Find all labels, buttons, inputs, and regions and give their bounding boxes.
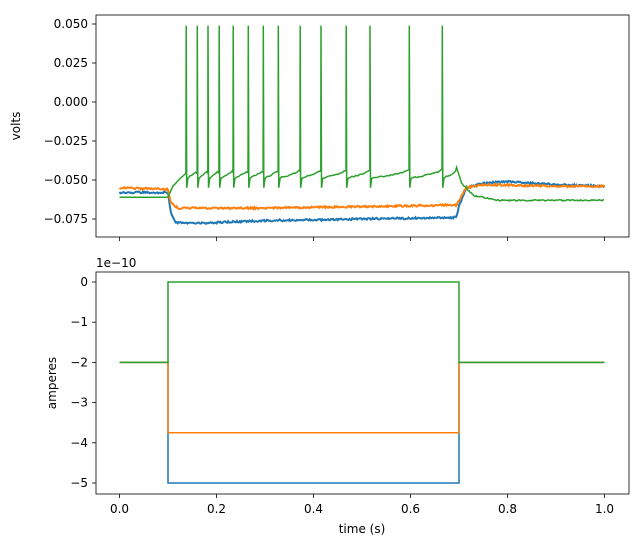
voltage-ytick-label: −0.075 (44, 212, 88, 226)
current-ylabel: amperes (45, 357, 59, 409)
voltage-trace-2 (120, 26, 605, 201)
voltage-axes-frame (96, 15, 629, 237)
voltage-ylabel: volts (9, 112, 23, 141)
current-xtick-label: 0.4 (304, 502, 323, 516)
voltage-ytick-label: 0.000 (54, 95, 88, 109)
voltage-trace-0 (120, 181, 605, 224)
current-xtick-label: 0.2 (207, 502, 226, 516)
current-trace-1 (120, 362, 605, 432)
voltage-trace-1 (120, 184, 605, 209)
current-axes: 0.0 0.2 0.4 0.6 0.8 1.0 0 −1 −2 −3 −4 −5 1e−10 ampe… (45, 256, 629, 536)
voltage-ytick-label: 0.050 (54, 17, 88, 31)
current-trace-2 (120, 282, 605, 362)
current-ytick-label: −2 (70, 355, 88, 369)
current-ytick-label: −1 (70, 315, 88, 329)
current-xtick-label: 1.0 (595, 502, 614, 516)
current-trace-0 (120, 362, 605, 483)
current-ytick-label: 0 (80, 275, 88, 289)
voltage-ytick-label: 0.025 (54, 56, 88, 70)
xlabel: time (s) (339, 522, 386, 536)
current-xtick-label: 0.0 (110, 502, 129, 516)
voltage-ytick-label: −0.025 (44, 134, 88, 148)
current-axes-frame (96, 272, 629, 494)
current-ytick-label: −3 (70, 396, 88, 410)
current-ytick-label: −5 (70, 476, 88, 490)
offset-text: 1e−10 (96, 256, 136, 270)
current-ytick-label: −4 (70, 436, 88, 450)
voltage-axes: 0.050 0.025 0.000 −0.025 −0.050 −0.075 volts (9, 15, 629, 241)
current-xtick-label: 0.6 (401, 502, 420, 516)
voltage-ytick-label: −0.050 (44, 173, 88, 187)
current-xtick-label: 0.8 (498, 502, 517, 516)
